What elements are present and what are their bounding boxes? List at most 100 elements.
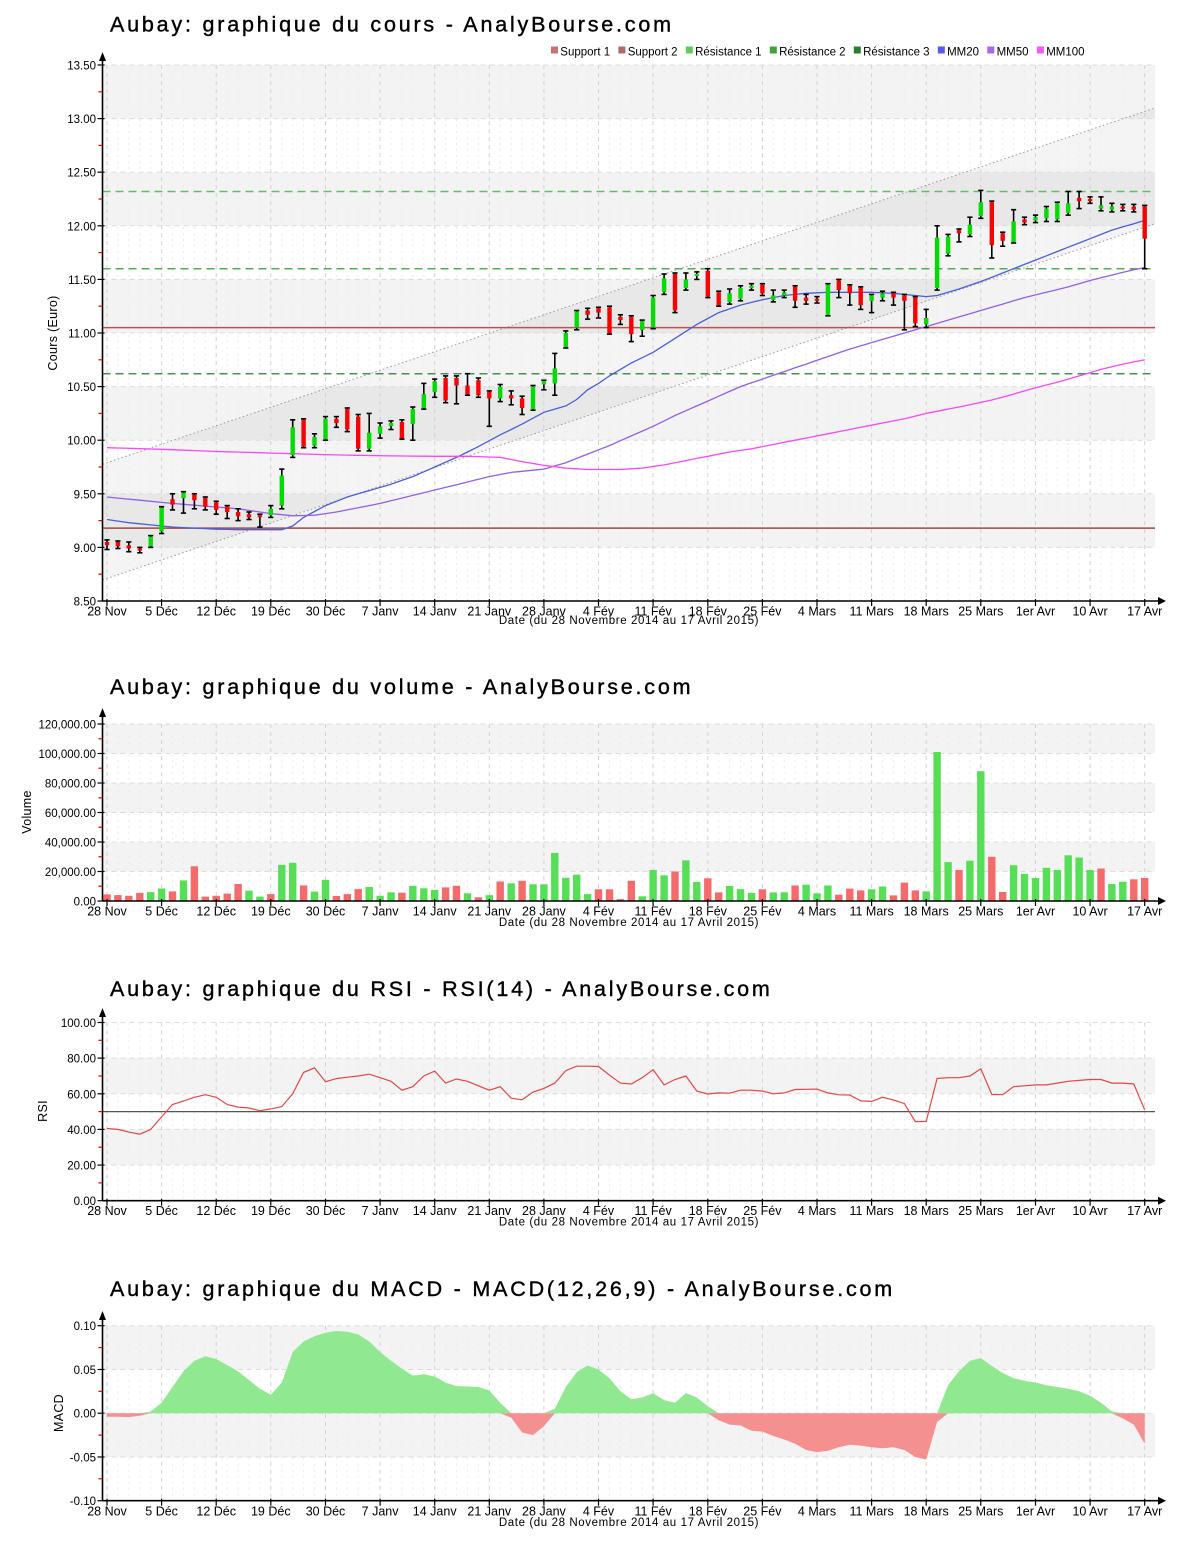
svg-text:9.50: 9.50 xyxy=(74,489,96,501)
svg-text:0.05: 0.05 xyxy=(74,1365,96,1377)
svg-text:7 Janv: 7 Janv xyxy=(362,1505,400,1519)
svg-text:Résistance 1: Résistance 1 xyxy=(695,47,761,59)
svg-text:Aubay: graphique du cours - An: Aubay: graphique du cours - AnalyBourse.… xyxy=(110,13,674,37)
svg-text:25 Fév: 25 Fév xyxy=(743,905,782,919)
svg-text:10 Avr: 10 Avr xyxy=(1072,605,1107,619)
svg-text:28 Nov: 28 Nov xyxy=(87,1204,127,1218)
svg-text:5 Déc: 5 Déc xyxy=(145,1505,178,1519)
svg-text:25 Fév: 25 Fév xyxy=(743,605,782,619)
svg-text:30 Déc: 30 Déc xyxy=(306,1505,346,1519)
svg-text:25 Fév: 25 Fév xyxy=(743,1204,782,1218)
svg-text:Date (du 28 Novembre 2014 au 1: Date (du 28 Novembre 2014 au 17 Avril 20… xyxy=(499,1517,759,1529)
svg-text:28 Nov: 28 Nov xyxy=(87,1505,127,1519)
svg-text:9.00: 9.00 xyxy=(74,543,96,555)
svg-text:MM100: MM100 xyxy=(1046,47,1084,59)
svg-text:25 Mars: 25 Mars xyxy=(958,905,1003,919)
svg-text:19 Déc: 19 Déc xyxy=(251,1505,291,1519)
svg-text:12.00: 12.00 xyxy=(67,221,96,233)
svg-text:25 Mars: 25 Mars xyxy=(958,605,1003,619)
svg-text:13.50: 13.50 xyxy=(67,61,96,73)
svg-text:-0.05: -0.05 xyxy=(70,1453,96,1465)
svg-text:4 Mars: 4 Mars xyxy=(798,1204,836,1218)
svg-text:1er Avr: 1er Avr xyxy=(1016,605,1055,619)
svg-text:14 Janv: 14 Janv xyxy=(413,905,458,919)
svg-text:21 Janv: 21 Janv xyxy=(467,1204,512,1218)
svg-text:17 Avr: 17 Avr xyxy=(1127,1505,1162,1519)
svg-text:1er Avr: 1er Avr xyxy=(1016,1204,1055,1218)
svg-text:40.00: 40.00 xyxy=(67,1125,96,1137)
svg-text:11 Fév: 11 Fév xyxy=(634,1505,672,1519)
svg-text:Support 2: Support 2 xyxy=(628,47,678,59)
svg-text:20,000.00: 20,000.00 xyxy=(45,867,96,879)
svg-text:4 Mars: 4 Mars xyxy=(798,605,836,619)
svg-text:11 Fév: 11 Fév xyxy=(634,1204,672,1218)
svg-text:Cours (Euro): Cours (Euro) xyxy=(46,295,60,370)
svg-text:11.50: 11.50 xyxy=(68,275,96,287)
svg-text:4 Mars: 4 Mars xyxy=(798,1505,836,1519)
svg-text:80,000.00: 80,000.00 xyxy=(45,779,96,791)
svg-text:100.00: 100.00 xyxy=(61,1018,96,1030)
svg-text:8.50: 8.50 xyxy=(74,597,96,609)
svg-text:14 Janv: 14 Janv xyxy=(413,1204,458,1218)
svg-text:19 Déc: 19 Déc xyxy=(251,605,291,619)
svg-text:28 Janv: 28 Janv xyxy=(522,1204,567,1218)
svg-text:17 Avr: 17 Avr xyxy=(1127,905,1162,919)
svg-text:18 Mars: 18 Mars xyxy=(904,605,949,619)
svg-text:10.00: 10.00 xyxy=(67,436,96,448)
svg-text:28 Nov: 28 Nov xyxy=(87,605,127,619)
svg-text:120,000.00: 120,000.00 xyxy=(38,720,96,732)
svg-text:0.00: 0.00 xyxy=(74,897,96,909)
svg-text:10.50: 10.50 xyxy=(67,382,96,394)
svg-text:7 Janv: 7 Janv xyxy=(362,605,400,619)
svg-text:Aubay: graphique du MACD - MAC: Aubay: graphique du MACD - MACD(12,26,9)… xyxy=(110,1277,895,1301)
svg-text:Support 1: Support 1 xyxy=(560,47,610,59)
svg-text:5 Déc: 5 Déc xyxy=(145,605,178,619)
svg-text:10 Avr: 10 Avr xyxy=(1072,1204,1107,1218)
svg-text:-0.10: -0.10 xyxy=(70,1496,96,1508)
svg-text:80.00: 80.00 xyxy=(67,1054,96,1066)
svg-text:40,000.00: 40,000.00 xyxy=(45,838,96,850)
svg-text:12 Déc: 12 Déc xyxy=(196,1204,236,1218)
svg-text:21 Janv: 21 Janv xyxy=(467,605,512,619)
svg-text:Résistance 3: Résistance 3 xyxy=(863,47,929,59)
svg-text:Aubay: graphique du RSI - RSI(: Aubay: graphique du RSI - RSI(14) - Anal… xyxy=(110,977,773,1001)
svg-text:11 Fév: 11 Fév xyxy=(634,905,672,919)
svg-text:30 Déc: 30 Déc xyxy=(306,905,346,919)
svg-text:7 Janv: 7 Janv xyxy=(362,905,400,919)
svg-text:11.00: 11.00 xyxy=(68,329,96,341)
svg-text:28 Nov: 28 Nov xyxy=(87,905,127,919)
svg-text:28 Janv: 28 Janv xyxy=(522,605,567,619)
svg-text:5 Déc: 5 Déc xyxy=(145,1204,178,1218)
svg-text:60.00: 60.00 xyxy=(67,1089,96,1101)
svg-text:25 Fév: 25 Fév xyxy=(743,1505,782,1519)
svg-text:1er Avr: 1er Avr xyxy=(1016,1505,1055,1519)
svg-text:Date (du 28 Novembre 2014 au 1: Date (du 28 Novembre 2014 au 17 Avril 20… xyxy=(499,615,759,627)
svg-text:Date (du 28 Novembre 2014 au 1: Date (du 28 Novembre 2014 au 17 Avril 20… xyxy=(499,917,759,929)
svg-text:MM20: MM20 xyxy=(947,47,979,59)
svg-text:12.50: 12.50 xyxy=(67,168,96,180)
svg-text:10 Avr: 10 Avr xyxy=(1072,1505,1107,1519)
svg-text:11 Mars: 11 Mars xyxy=(849,1204,893,1218)
svg-text:60,000.00: 60,000.00 xyxy=(45,808,96,820)
svg-text:17 Avr: 17 Avr xyxy=(1127,605,1162,619)
svg-text:13.00: 13.00 xyxy=(67,114,96,126)
svg-text:0.00: 0.00 xyxy=(74,1196,96,1208)
svg-text:0.10: 0.10 xyxy=(74,1321,96,1333)
svg-text:10 Avr: 10 Avr xyxy=(1072,905,1107,919)
svg-text:100,000.00: 100,000.00 xyxy=(38,749,96,761)
svg-text:30 Déc: 30 Déc xyxy=(306,605,346,619)
svg-text:12 Déc: 12 Déc xyxy=(196,1505,236,1519)
svg-text:19 Déc: 19 Déc xyxy=(251,905,291,919)
svg-text:11 Mars: 11 Mars xyxy=(849,605,893,619)
svg-text:25 Mars: 25 Mars xyxy=(958,1204,1003,1218)
svg-text:11 Fév: 11 Fév xyxy=(634,605,672,619)
svg-text:18 Mars: 18 Mars xyxy=(904,1505,949,1519)
svg-text:21 Janv: 21 Janv xyxy=(467,1505,512,1519)
svg-text:12 Déc: 12 Déc xyxy=(196,605,236,619)
svg-text:Aubay: graphique du volume - A: Aubay: graphique du volume - AnalyBourse… xyxy=(110,675,693,699)
svg-text:4 Fév: 4 Fév xyxy=(583,905,615,919)
svg-text:14 Janv: 14 Janv xyxy=(413,1505,458,1519)
svg-text:Résistance 2: Résistance 2 xyxy=(779,47,845,59)
svg-text:21 Janv: 21 Janv xyxy=(467,905,512,919)
svg-text:11 Mars: 11 Mars xyxy=(849,905,893,919)
